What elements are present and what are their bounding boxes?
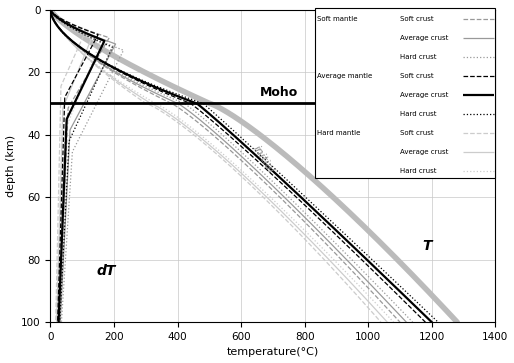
Text: T: T	[423, 239, 432, 253]
Y-axis label: depth (km): depth (km)	[6, 135, 15, 197]
Text: initial: initial	[251, 144, 276, 175]
Text: Moho: Moho	[260, 86, 298, 99]
Text: dT: dT	[97, 264, 116, 278]
X-axis label: temperature(°C): temperature(°C)	[227, 347, 319, 358]
